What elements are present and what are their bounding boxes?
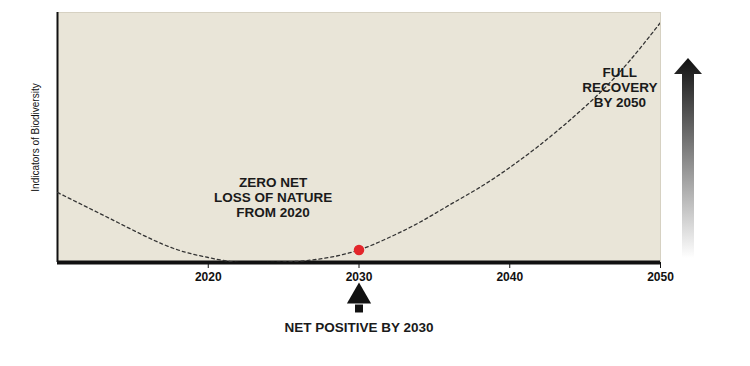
svg-text:Indicators of Biodiversity: Indicators of Biodiversity xyxy=(30,83,41,191)
svg-text:FULLRECOVERYBY 2050: FULLRECOVERYBY 2050 xyxy=(582,65,657,110)
svg-text:2030: 2030 xyxy=(346,270,373,284)
svg-text:ZERO NETLOSS OF NATUREFROM 202: ZERO NETLOSS OF NATUREFROM 2020 xyxy=(214,175,332,220)
svg-text:2050: 2050 xyxy=(647,270,674,284)
svg-text:NET POSITIVE BY 2030: NET POSITIVE BY 2030 xyxy=(284,320,433,335)
svg-text:2040: 2040 xyxy=(496,270,523,284)
svg-text:2020: 2020 xyxy=(195,270,222,284)
